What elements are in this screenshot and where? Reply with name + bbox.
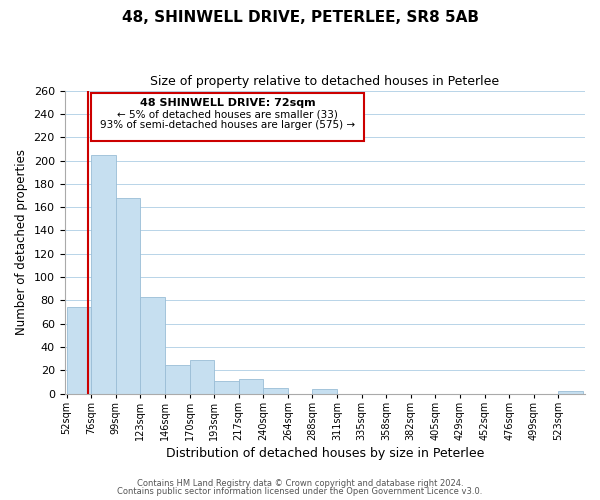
Text: Contains HM Land Registry data © Crown copyright and database right 2024.: Contains HM Land Registry data © Crown c… xyxy=(137,478,463,488)
Bar xyxy=(91,154,116,394)
Bar xyxy=(116,198,140,394)
Bar xyxy=(165,364,190,394)
Text: 48, SHINWELL DRIVE, PETERLEE, SR8 5AB: 48, SHINWELL DRIVE, PETERLEE, SR8 5AB xyxy=(121,10,479,25)
Text: 48 SHINWELL DRIVE: 72sqm: 48 SHINWELL DRIVE: 72sqm xyxy=(140,98,316,108)
Bar xyxy=(91,93,364,140)
Text: 93% of semi-detached houses are larger (575) →: 93% of semi-detached houses are larger (… xyxy=(100,120,355,130)
Text: ← 5% of detached houses are smaller (33): ← 5% of detached houses are smaller (33) xyxy=(117,109,338,119)
Y-axis label: Number of detached properties: Number of detached properties xyxy=(15,149,28,335)
Bar xyxy=(190,360,214,394)
Bar xyxy=(239,378,263,394)
Title: Size of property relative to detached houses in Peterlee: Size of property relative to detached ho… xyxy=(150,75,499,88)
X-axis label: Distribution of detached houses by size in Peterlee: Distribution of detached houses by size … xyxy=(166,447,484,460)
Bar xyxy=(313,389,337,394)
Bar xyxy=(67,308,91,394)
Bar xyxy=(140,297,165,394)
Bar xyxy=(214,381,239,394)
Bar xyxy=(558,392,583,394)
Bar xyxy=(263,388,288,394)
Text: Contains public sector information licensed under the Open Government Licence v3: Contains public sector information licen… xyxy=(118,487,482,496)
